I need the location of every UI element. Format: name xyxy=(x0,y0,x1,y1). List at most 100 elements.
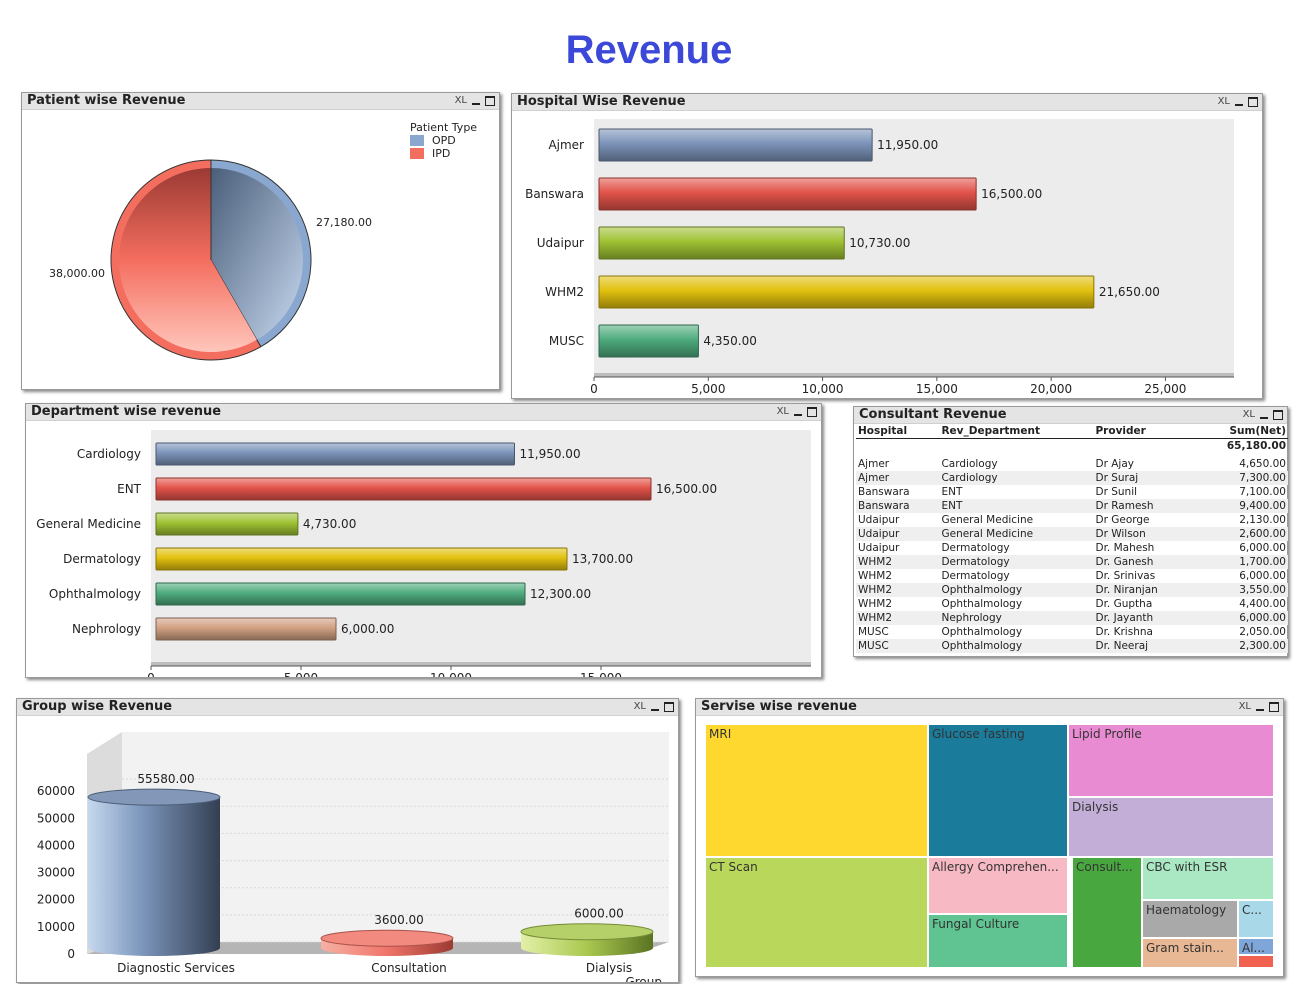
panel-caption: Patient wise Revenue XL xyxy=(22,93,499,110)
legend-swatch-opd xyxy=(410,135,424,146)
cylinder-top xyxy=(520,923,654,941)
table-cell: Cardiology xyxy=(939,471,1094,485)
table-row[interactable]: Udaipur General Medicine Dr Wilson 2,600.00 xyxy=(856,527,1288,541)
x-tick-label: 5,000 xyxy=(691,382,725,396)
table-cell: Banswara xyxy=(856,499,940,513)
minimize-icon[interactable] xyxy=(1235,104,1243,106)
category-label: Consultation xyxy=(371,961,447,975)
xl-export-icon[interactable]: XL xyxy=(1238,701,1251,712)
x-tick-label: 15,000 xyxy=(580,671,622,677)
legend-swatch-ipd xyxy=(410,148,424,159)
treemap: MRI Glucose fasting Lipid Profile Dialysis C… xyxy=(705,724,1274,968)
treemap-cell[interactable]: MRI xyxy=(705,724,928,857)
maximize-icon[interactable] xyxy=(485,96,495,106)
table-row[interactable]: Banswara ENT Dr Sunil 7,100.00 xyxy=(856,485,1288,499)
treemap-cell[interactable]: Allergy Comprehen... xyxy=(928,857,1068,914)
table-cell: 4,400.00 xyxy=(1239,598,1286,610)
y-tick-label: 10000 xyxy=(37,920,75,934)
table-cell: Ajmer xyxy=(858,458,890,470)
table-cell: Ophthalmology xyxy=(941,626,1023,638)
treemap-cell[interactable]: Lipid Profile xyxy=(1068,724,1274,797)
table-cell: Udaipur xyxy=(856,527,940,541)
cylinder-top xyxy=(87,788,221,806)
data-label: 4,730.00 xyxy=(303,517,356,531)
hospital-bar-chart: 0 5,000 10,000 15,000 20,000 25,000 Ajmer 11,95… xyxy=(525,119,1234,396)
y-tick-label: 0 xyxy=(67,947,75,961)
maximize-icon[interactable] xyxy=(1269,702,1279,712)
category-label: Ajmer xyxy=(548,138,584,152)
minimize-icon[interactable] xyxy=(1260,417,1268,419)
table-cell: Dr. Mahesh xyxy=(1095,542,1155,554)
treemap-cell[interactable]: Haematology xyxy=(1142,900,1238,938)
group-revenue-panel[interactable]: Group wise Revenue XL 0 10000 20000 30000 40… xyxy=(16,698,679,983)
table-row[interactable]: Banswara ENT Dr Ramesh 9,400.00 xyxy=(856,499,1288,513)
column-header-hospital[interactable]: Hospital xyxy=(856,424,940,439)
table-row[interactable]: WHM2 Nephrology Dr. Jayanth 6,000.00 xyxy=(856,611,1288,625)
maximize-icon[interactable] xyxy=(1248,97,1258,107)
table-cell: Dr. Neeraj xyxy=(1093,639,1194,653)
bar xyxy=(598,177,977,211)
xl-export-icon[interactable]: XL xyxy=(454,95,467,106)
treemap-cell[interactable] xyxy=(1238,955,1274,968)
consultant-table: Hospital Rev_Department Provider Sum(Net… xyxy=(856,424,1288,653)
maximize-icon[interactable] xyxy=(664,702,674,712)
patient-revenue-panel[interactable]: Patient wise Revenue XL Patient Type OPD… xyxy=(21,92,500,390)
treemap-cell[interactable]: CBC with ESR xyxy=(1142,857,1274,900)
table-row[interactable]: Udaipur Dermatology Dr. Mahesh 6,000.00 xyxy=(856,541,1288,555)
legend-title: Patient Type xyxy=(410,121,478,134)
treemap-cell[interactable]: Consult... xyxy=(1072,857,1142,968)
treemap-cell[interactable]: Gram stain... xyxy=(1142,938,1238,968)
page-title: Revenue xyxy=(565,28,733,72)
panel-caption: Department wise revenue XL xyxy=(26,404,821,421)
treemap-cell[interactable]: CT Scan xyxy=(705,857,928,968)
column-header-sum[interactable]: Sum(Net) xyxy=(1193,424,1288,439)
data-label: 3600.00 xyxy=(374,913,424,927)
treemap-cell[interactable]: Al... xyxy=(1238,938,1274,955)
category-label: Ophthalmology xyxy=(49,587,141,601)
xl-export-icon[interactable]: XL xyxy=(1242,409,1255,420)
table-row[interactable]: WHM2 Dermatology Dr. Ganesh 1,700.00 xyxy=(856,555,1288,569)
table-cell: WHM2 xyxy=(858,570,893,582)
minimize-icon[interactable] xyxy=(1256,709,1264,711)
category-label: Dermatology xyxy=(63,552,141,566)
data-label: 16,500.00 xyxy=(981,187,1042,201)
cylinder-bar xyxy=(88,797,220,956)
table-row[interactable]: Ajmer Cardiology Dr Suraj 7,300.00 xyxy=(856,471,1288,485)
plot-floor xyxy=(151,662,811,666)
data-label: 10,730.00 xyxy=(849,236,910,250)
table-row[interactable]: MUSC Ophthalmology Dr. Krishna 2,050.00 xyxy=(856,625,1288,639)
department-revenue-panel[interactable]: Department wise revenue XL 0 5,000 10,000 1… xyxy=(25,403,822,678)
consultant-revenue-panel[interactable]: Consultant Revenue XL Hospital Rev_Depar… xyxy=(853,406,1288,657)
bar xyxy=(155,582,526,606)
total-row: 65,180.00 xyxy=(856,439,1288,454)
column-header-provider[interactable]: Provider xyxy=(1093,424,1194,439)
xl-export-icon[interactable]: XL xyxy=(633,701,646,712)
xl-export-icon[interactable]: XL xyxy=(776,406,789,417)
maximize-icon[interactable] xyxy=(1273,410,1283,420)
category-label: Dialysis xyxy=(586,961,632,975)
maximize-icon[interactable] xyxy=(807,407,817,417)
table-row[interactable]: Ajmer Cardiology Dr Ajay 4,650.00 xyxy=(856,457,1288,471)
minimize-icon[interactable] xyxy=(472,103,480,105)
table-row[interactable]: MUSC Ophthalmology Dr. Neeraj 2,300.00 xyxy=(856,639,1288,653)
table-row[interactable]: WHM2 Ophthalmology Dr. Guptha 4,400.00 xyxy=(856,597,1288,611)
hospital-revenue-panel[interactable]: Hospital Wise Revenue XL 0 5,000 10,000 15,… xyxy=(511,93,1263,399)
x-tick-label: 0 xyxy=(590,382,598,396)
column-header-department[interactable]: Rev_Department xyxy=(939,424,1094,439)
data-label: 6,000.00 xyxy=(341,622,394,636)
table-cell: MUSC xyxy=(858,626,889,638)
table-cell: ENT xyxy=(939,499,1094,513)
service-revenue-panel[interactable]: Servise wise revenue XL MRI Glucose fasti… xyxy=(695,698,1284,977)
treemap-cell[interactable]: C... xyxy=(1238,900,1274,938)
total-value: 65,180.00 xyxy=(1226,440,1286,452)
minimize-icon[interactable] xyxy=(651,709,659,711)
table-row[interactable]: Udaipur General Medicine Dr George 2,130.00 xyxy=(856,513,1288,527)
table-row[interactable]: WHM2 Ophthalmology Dr. Niranjan 3,550.00 xyxy=(856,583,1288,597)
category-label: Nephrology xyxy=(72,622,141,636)
treemap-cell[interactable]: Dialysis xyxy=(1068,797,1274,857)
minimize-icon[interactable] xyxy=(794,414,802,416)
treemap-cell[interactable]: Glucose fasting xyxy=(928,724,1068,857)
treemap-cell[interactable]: Fungal Culture xyxy=(928,914,1068,968)
table-row[interactable]: WHM2 Dermatology Dr. Srinivas 6,000.00 xyxy=(856,569,1288,583)
xl-export-icon[interactable]: XL xyxy=(1217,96,1230,107)
